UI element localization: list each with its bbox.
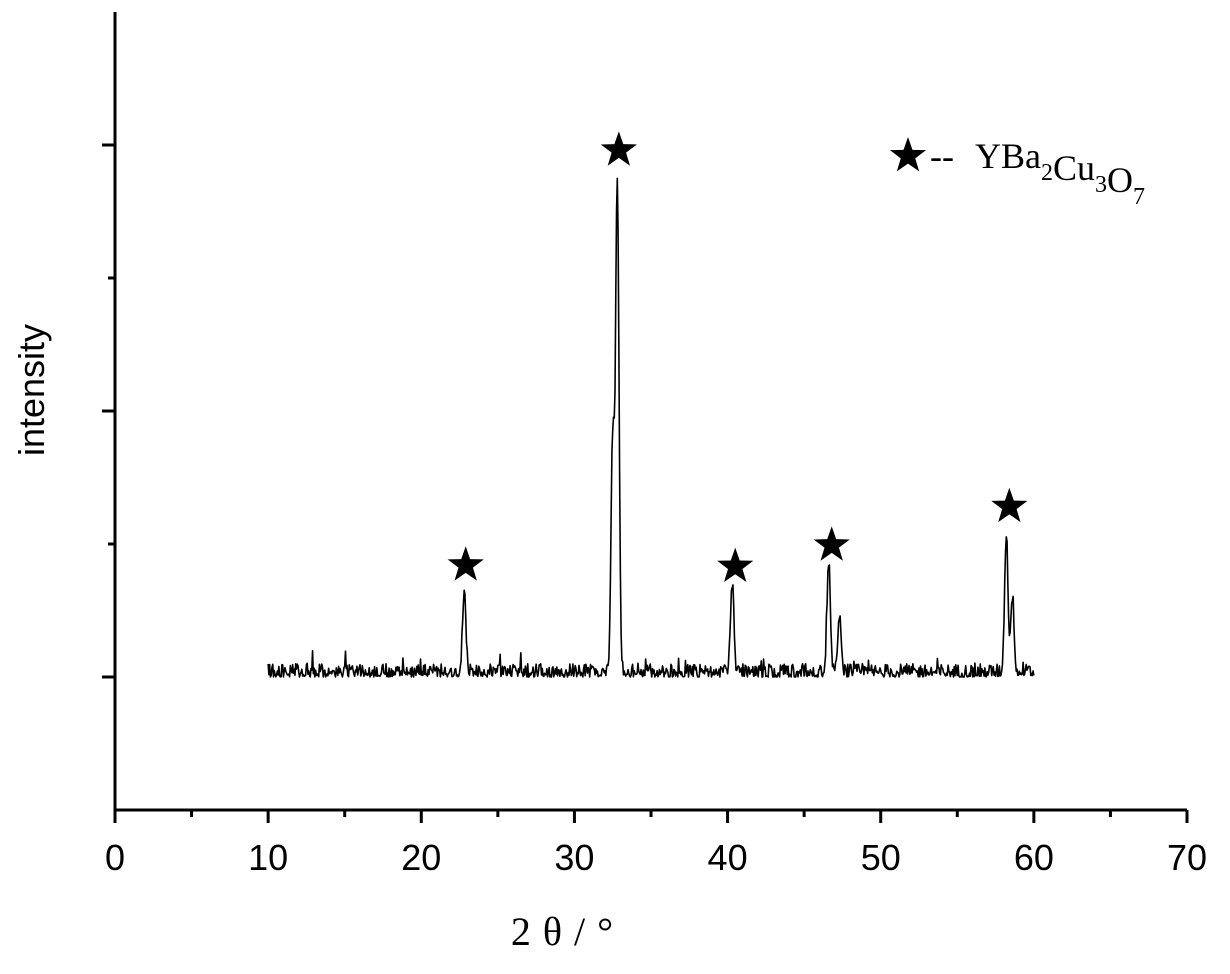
x-tick-label: 50 [861,837,901,878]
legend-formula-subscript: 7 [1133,184,1145,210]
peak-star-icon [601,131,637,165]
peak-star-icon [448,546,484,580]
legend-formula-subscript: 3 [1095,172,1107,198]
x-tick-label: 0 [105,837,125,878]
peak-star-icon [991,488,1027,522]
x-tick-label: 30 [554,837,594,878]
x-axis-label: 2θ/° [511,909,625,954]
peak-star-icon [814,526,850,560]
axes [114,12,1188,810]
y-axis-label: intensity [11,324,52,456]
peak-star-icon [717,548,753,582]
x-tick-label: 40 [708,837,748,878]
legend-formula-part: YBa [975,136,1041,176]
x-tick-label: 70 [1167,837,1207,878]
legend-dash: -- [930,136,954,176]
ticks: 0 10 20 30 40 50 60 70 [102,145,1207,878]
x-tick-label: 60 [1014,837,1054,878]
peak-markers [448,131,1028,582]
x-tick-label: 20 [401,837,441,878]
xrd-pattern-line [268,178,1034,677]
series [268,178,1034,677]
legend-star-shape [890,137,926,171]
legend-star-icon [890,137,926,171]
legend-label: YBa2Cu3O7 [975,136,1145,210]
legend: -- YBa2Cu3O7 [890,136,1145,210]
legend-formula-subscript: 2 [1041,160,1053,186]
x-tick-label: 10 [248,837,288,878]
legend-formula-part: O [1107,160,1133,200]
legend-formula-part: Cu [1053,148,1095,188]
legend-formula: YBa2Cu3O7 [975,136,1145,210]
